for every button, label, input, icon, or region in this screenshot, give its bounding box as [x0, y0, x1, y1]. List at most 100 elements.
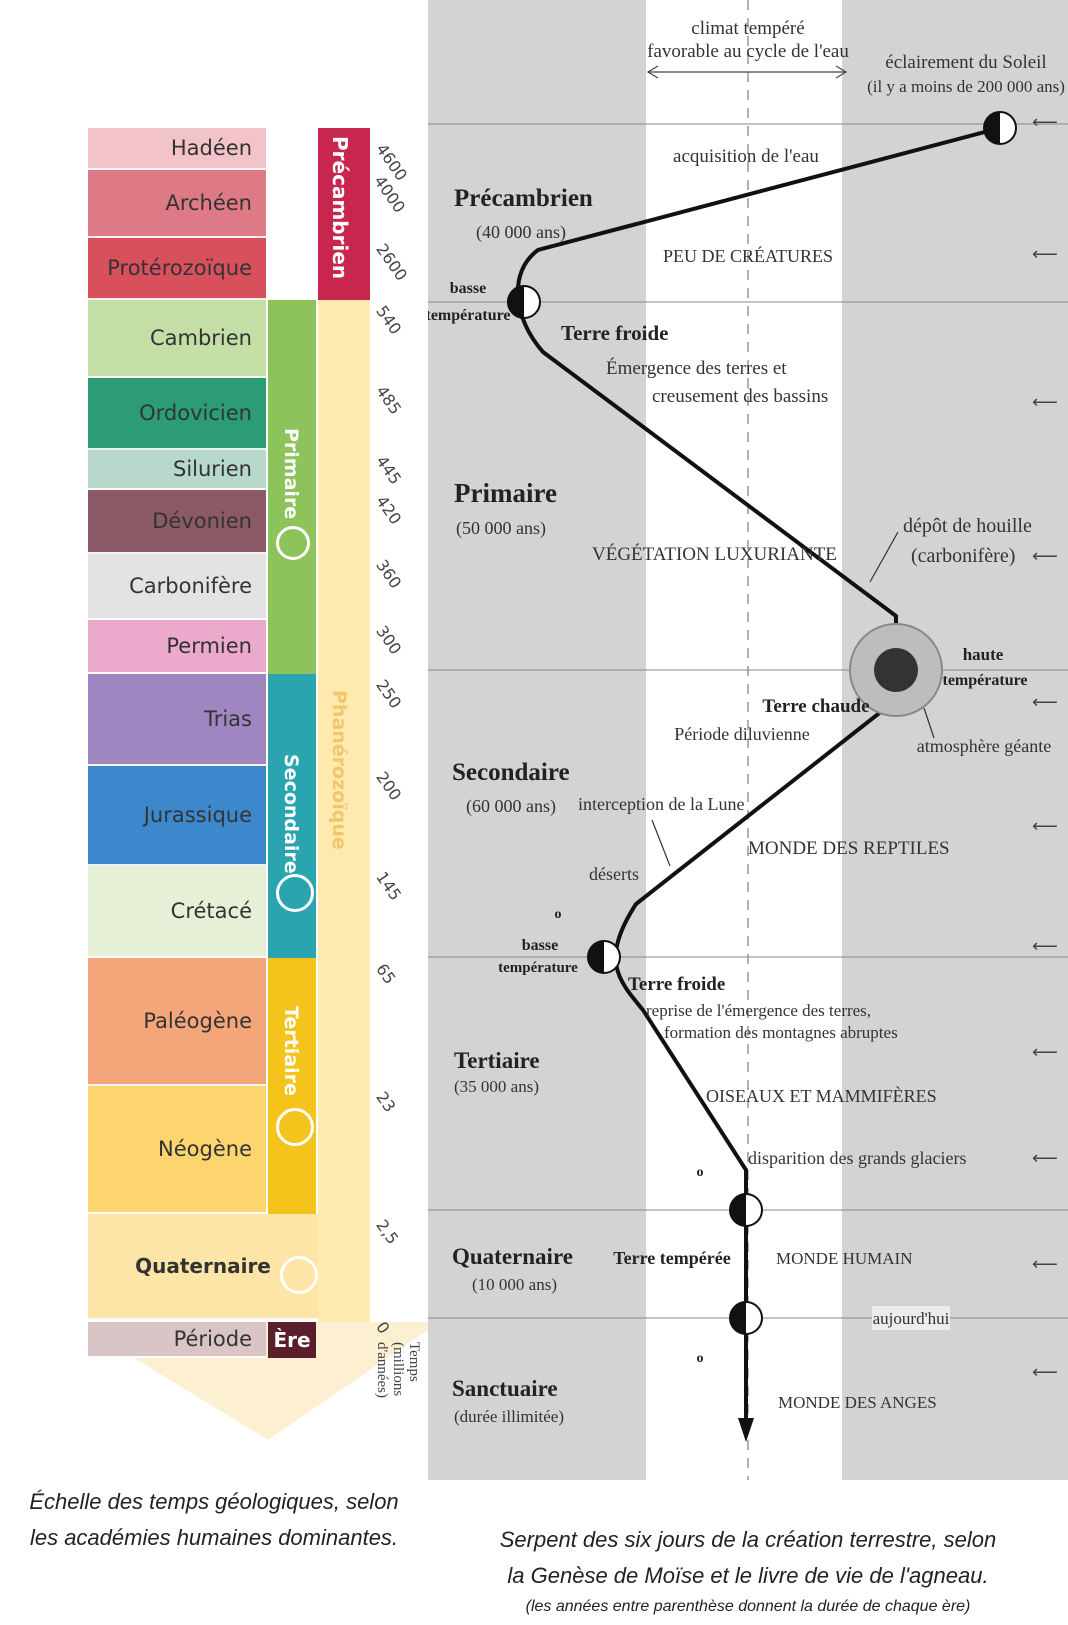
right-caption-line-2: la Genèse de Moïse et le livre de vie de… [507, 1563, 989, 1588]
period-permien: Permien [88, 620, 266, 674]
dinosaur-icon [276, 874, 314, 912]
period-carbonifere: Carbonifère [88, 554, 266, 620]
time-label-3: d'années) [374, 1342, 390, 1398]
era-duration-primaire: (50 000 ans) [456, 518, 546, 539]
era-precambrien: Précambrien [318, 128, 370, 300]
arrow-11: ⟵ [1032, 1362, 1058, 1382]
time-axis-label-svg: Temps (millions d'années) [374, 1342, 422, 1398]
aujourdhui-label: aujourd'hui [873, 1309, 950, 1328]
haute-label: haute [963, 645, 1004, 664]
period-jurassique: Jurassique [88, 766, 266, 866]
mammal-icon [276, 1108, 314, 1146]
atmosphere-leader [923, 707, 935, 739]
houille-label-1: dépôt de houille [903, 515, 1032, 537]
period-archeen: Archéen [88, 170, 266, 238]
anges-label: MONDE DES ANGES [778, 1393, 937, 1412]
today-marker [729, 1301, 763, 1335]
era-precambrien-label: Précambrien [328, 136, 352, 280]
era-duration-precambrien: (40 000 ans) [476, 222, 566, 243]
human-icon [280, 1256, 318, 1294]
serpent-arrowhead [738, 1418, 754, 1442]
arrow-1: ⟵ [1032, 112, 1058, 132]
low-temp-marker-2 [587, 940, 621, 974]
era-title-quaternaire: Quaternaire [452, 1244, 573, 1269]
arrow-5: ⟵ [1032, 692, 1058, 712]
era-duration-sanctuaire: (durée illimitée) [454, 1407, 564, 1426]
quaternary-marker [729, 1193, 763, 1227]
climate-label-1: climat tempéré [691, 18, 804, 39]
period-neogene: Néogène [88, 1086, 266, 1214]
oiseaux-label: OISEAUX ET MAMMIFÈRES [706, 1085, 937, 1106]
arrow-3: ⟵ [1032, 392, 1058, 412]
period-cambrien: Cambrien [88, 300, 266, 378]
period-silurien: Silurien [88, 450, 266, 490]
era-duration-quaternaire: (10 000 ans) [472, 1275, 557, 1294]
era-tertiaire-label: Tertiaire [280, 1006, 302, 1096]
right-caption-line-1: Serpent des six jours de la création ter… [499, 1527, 997, 1552]
lune-leader [651, 819, 671, 867]
era-duration-tertiaire: (35 000 ans) [454, 1077, 539, 1096]
high-temp-marker [849, 623, 943, 717]
arrow-8: ⟵ [1032, 1042, 1058, 1062]
time-label-2: (millions [390, 1342, 406, 1396]
acquisition-label: acquisition de l'eau [673, 146, 819, 167]
small-o-1: o [555, 907, 562, 922]
deserts-label: déserts [589, 864, 639, 884]
period-proterozoique: Protérozoïque [88, 238, 266, 300]
climate-arrow-right [835, 65, 848, 79]
left-caption: Échelle des temps géologiques, selon les… [0, 1484, 428, 1556]
aujourdhui-box [872, 1306, 950, 1330]
vegetation-label: VÉGÉTATION LUXURIANTE [592, 543, 837, 565]
reprise-label-2: formation des montagnes abruptes [664, 1023, 898, 1042]
low-temp-marker-1 [507, 285, 541, 319]
right-arrows: ⟵ ⟵ ⟵ ⟵ ⟵ ⟵ ⟵ ⟵ ⟵ ⟵ ⟵ [1032, 112, 1058, 1382]
era-title-sanctuaire: Sanctuaire [452, 1376, 558, 1401]
era-header: Ère [268, 1322, 316, 1358]
arrow-4: ⟵ [1032, 546, 1058, 566]
era-title-secondaire: Secondaire [452, 759, 570, 786]
era-phanerozoique-label: Phanérozoïque [328, 690, 350, 850]
climate-label-2: favorable au cycle de l'eau [647, 41, 849, 62]
right-caption-note: (les années entre parenthèse donnent la … [525, 1598, 971, 1615]
terre-froide-label-1: Terre froide [561, 321, 669, 345]
peu-creatures-label: PEU DE CRÉATURES [663, 245, 833, 266]
emergence-label-2: creusement des bassins [652, 386, 828, 407]
lune-label: interception de la Lune [578, 794, 744, 814]
era-tertiaire: Tertiaire [268, 958, 316, 1214]
time-label-1: Temps [406, 1342, 422, 1382]
period-hadeen: Hadéen [88, 128, 266, 170]
period-devonien: Dévonien [88, 490, 266, 554]
reprise-label-1: reprise de l'émergence des terres, [646, 1001, 871, 1020]
terre-temperee-label: Terre tempérée [613, 1248, 730, 1268]
period-quaternaire: Quaternaire [88, 1214, 318, 1320]
glaciers-label: disparition des grands glaciers [748, 1148, 966, 1168]
time-axis-label: Temps (millions d'années) [358, 1340, 428, 1430]
left-caption-line-1: Échelle des temps géologiques, selon [29, 1489, 399, 1514]
arrow-10: ⟵ [1032, 1254, 1058, 1274]
period-ordovicien: Ordovicien [88, 378, 266, 450]
era-primaire: Primaire [268, 300, 316, 674]
basse-label-1: basse [450, 280, 486, 297]
small-o-2: o [697, 1165, 704, 1180]
arrow-7: ⟵ [1032, 936, 1058, 956]
trilobite-icon [276, 526, 310, 560]
atmosphere-label: atmosphère géante [917, 736, 1051, 756]
climate-arrow-left [646, 65, 659, 79]
temperature-label-1: température [428, 307, 511, 324]
temperature-label-2: température [498, 960, 578, 976]
terre-chaude-label: Terre chaude [762, 696, 869, 717]
era-title-primaire: Primaire [454, 478, 557, 508]
emergence-label-1: Émergence des terres et [606, 357, 787, 379]
haute-temperature-label: température [943, 672, 1028, 689]
serpent-diagram: climat tempéré favorable au cycle de l'e… [428, 0, 1068, 1480]
era-title-tertiaire: Tertiaire [454, 1048, 540, 1073]
period-trias: Trias [88, 674, 266, 766]
era-secondaire-label: Secondaire [280, 754, 302, 874]
arrow-2: ⟵ [1032, 244, 1058, 264]
diluvienne-label: Période diluvienne [674, 724, 809, 744]
sun-marker [983, 111, 1017, 145]
period-paleogene: Paléogène [88, 958, 266, 1086]
houille-label-2: (carbonifère) [911, 545, 1015, 567]
basse-label-2: basse [522, 937, 558, 954]
left-caption-line-2: les académies humaines dominantes. [29, 1525, 399, 1550]
